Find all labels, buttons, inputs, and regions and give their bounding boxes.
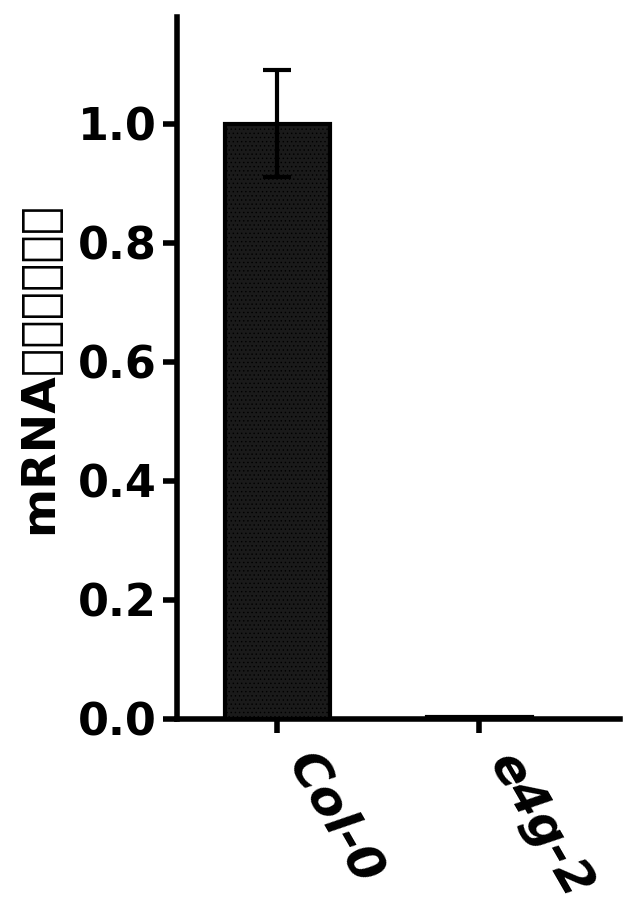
Bar <box>427 717 532 719</box>
Bar <box>225 124 330 719</box>
Y-axis label: mRNA相对表达水平: mRNA相对表达水平 <box>17 202 62 533</box>
